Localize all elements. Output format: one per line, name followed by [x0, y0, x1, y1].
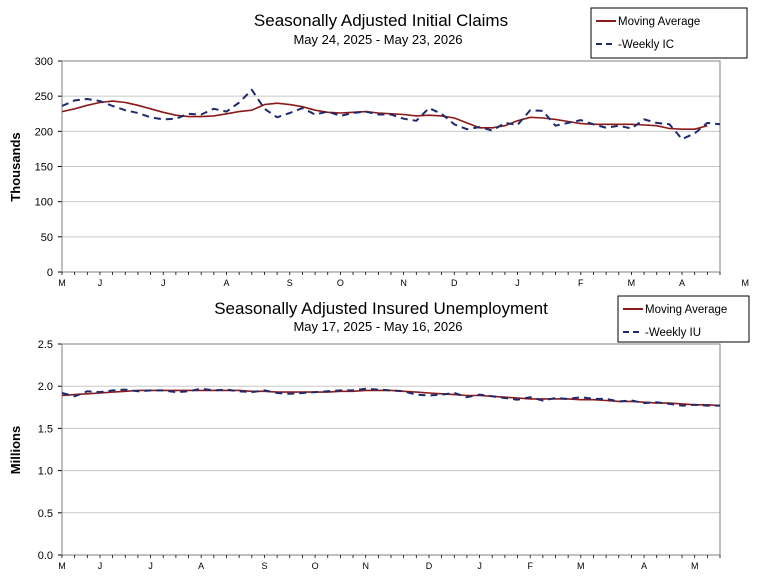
x-tick-label: M	[742, 278, 750, 288]
x-tick-label: O	[312, 561, 319, 571]
x-tick-label: A	[641, 561, 647, 571]
x-tick-label: D	[426, 561, 433, 571]
chart-subtitle: May 24, 2025 - May 23, 2026	[293, 32, 462, 47]
y-axis-label: Millions	[8, 426, 23, 474]
x-tick-label: S	[261, 561, 267, 571]
legend-label: -Weekly IC	[618, 39, 674, 51]
y-axis-label: Thousands	[8, 132, 23, 201]
moving-average-series-line	[61, 389, 721, 407]
x-tick-label: A	[679, 278, 685, 288]
plot-area	[61, 343, 721, 556]
y-tick-label: 0	[47, 267, 53, 279]
legend-box	[590, 7, 748, 59]
y-tick-label: 2.5	[38, 339, 53, 351]
legend: Moving Average -Weekly IU	[617, 295, 750, 343]
x-tick-label: J	[161, 278, 166, 288]
weekly-series-line	[61, 88, 721, 141]
x-tick-label: M	[691, 561, 699, 571]
chart-subtitle: May 17, 2025 - May 16, 2026	[293, 319, 462, 334]
chart-title: Seasonally Adjusted Insured Unemployment	[214, 299, 548, 318]
x-tick-label: F	[578, 278, 584, 288]
chart-2: Seasonally Adjusted Insured Unemployment…	[8, 295, 750, 571]
x-tick-label: N	[400, 278, 407, 288]
y-tick-label: 50	[41, 232, 53, 244]
y-tick-label: 300	[35, 56, 53, 68]
x-tick-label: D	[451, 278, 458, 288]
x-tick-label: S	[287, 278, 293, 288]
moving-average-series-line	[61, 100, 708, 130]
chart-1: Seasonally Adjusted Initial Claims May 24…	[8, 7, 750, 288]
x-tick-label: M	[58, 561, 66, 571]
y-tick-label: 2.0	[38, 381, 53, 393]
x-tick-label: M	[58, 278, 66, 288]
legend-label: Moving Average	[618, 16, 700, 28]
x-tick-label: M	[628, 278, 636, 288]
x-tick-label: O	[337, 278, 344, 288]
y-tick-label: 200	[35, 126, 53, 138]
x-tick-label: F	[527, 561, 533, 571]
y-tick-label: 1.5	[38, 423, 53, 435]
x-tick-label: A	[198, 561, 204, 571]
x-tick-label: J	[98, 561, 103, 571]
x-tick-label: A	[223, 278, 229, 288]
y-tick-label: 150	[35, 162, 53, 174]
x-tick-label: M	[577, 561, 585, 571]
x-tick-label: J	[98, 278, 103, 288]
x-tick-label: J	[515, 278, 520, 288]
x-tick-label: J	[148, 561, 153, 571]
weekly-series-line	[61, 387, 720, 407]
y-tick-label: 1.0	[38, 466, 53, 478]
legend: Moving Average -Weekly IC	[590, 7, 748, 59]
y-tick-label: 100	[35, 197, 53, 209]
x-tick-label: J	[477, 561, 482, 571]
chart-title: Seasonally Adjusted Initial Claims	[254, 11, 508, 30]
legend-label: -Weekly IU	[645, 327, 701, 339]
y-tick-label: 0.0	[38, 550, 53, 562]
legend-box	[617, 295, 750, 343]
x-tick-label: N	[362, 561, 369, 571]
y-tick-label: 0.5	[38, 508, 53, 520]
legend-label: Moving Average	[645, 304, 727, 316]
y-tick-label: 250	[35, 91, 53, 103]
